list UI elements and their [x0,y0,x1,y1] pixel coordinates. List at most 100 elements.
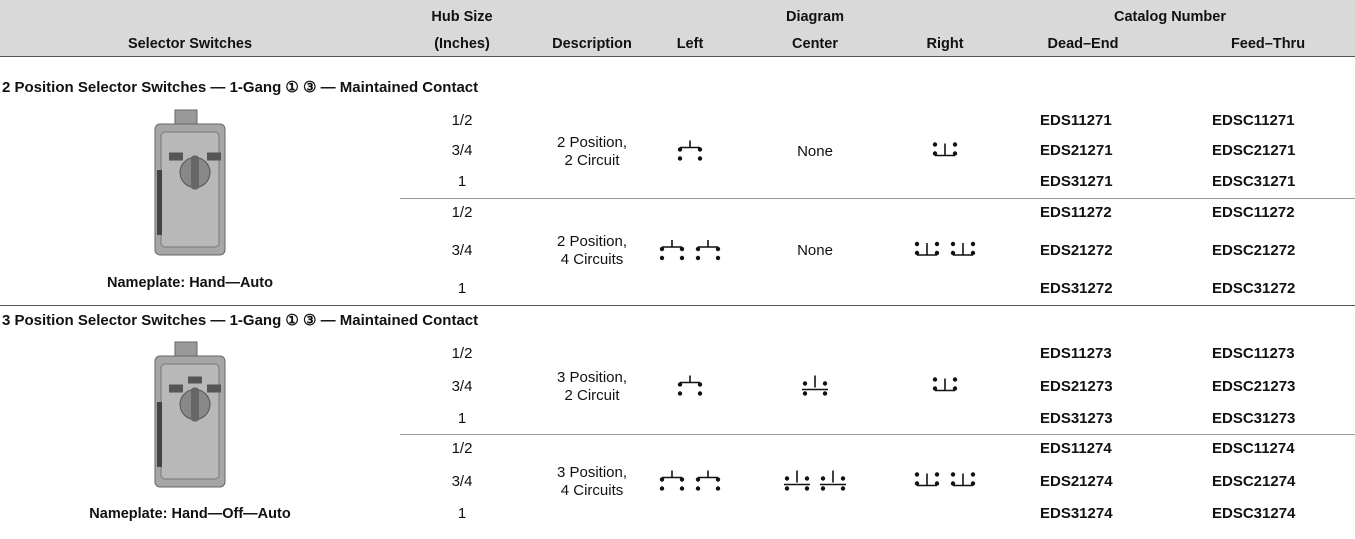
contact-dot [804,486,810,491]
description: 3 Position, [556,463,628,481]
catalog-dead-end: EDS11273 [1040,345,1112,362]
description: 2 Position, [556,233,628,250]
hub-size: 3/4 [451,142,473,159]
contact-dot [840,476,846,481]
contact-dot [697,382,703,387]
catalog-dead-end: EDS21271 [1040,142,1113,159]
contact-dot [697,156,703,161]
catalog-feed-thru: EDSC21272 [1212,242,1296,259]
contact-dot [914,472,920,477]
switch-label [169,152,183,161]
contact-dot [679,246,685,252]
contact-dot [659,246,665,252]
contact-dot [715,255,721,261]
contact-dot [952,386,958,391]
nameplate-caption: Nameplate: Hand—Off—Auto [89,506,291,522]
contact-dot [804,476,810,481]
contact-dot [659,486,665,491]
diagram-center: None [797,242,833,259]
catalog-dead-end: EDS31271 [1040,173,1113,190]
contact-dot [932,377,938,382]
catalog-dead-end: EDS11272 [1040,204,1112,221]
catalog-feed-thru: EDSC31274 [1212,505,1296,522]
contact-dot [715,477,721,482]
switch-edge [157,402,162,467]
contact-dot [822,381,828,386]
catalog-dead-end: EDS31273 [1040,410,1113,427]
catalog-feed-thru: EDSC31272 [1212,280,1296,297]
catalog-feed-thru: EDSC11271 [1212,112,1295,129]
contact-dot [784,476,790,481]
contact-dot [677,156,683,161]
hub-size: 1/2 [451,204,473,221]
contact-dot [659,255,665,261]
hub-size: 3/4 [451,378,473,395]
catalog-dead-end: EDS21272 [1040,242,1113,259]
contact-dot [970,241,976,247]
hub-size: 1/2 [451,440,473,457]
section-title: 3 Position Selector Switches — 1-Gang ① … [2,312,479,329]
catalog-feed-thru: EDSC21273 [1212,378,1296,395]
contact-dot [677,382,683,387]
description: 2 Circuit [564,386,620,404]
contact-dot [679,486,685,491]
catalog-feed-thru: EDSC21274 [1212,473,1296,490]
catalog-dead-end: EDS21273 [1040,378,1113,395]
contact-dot [820,476,826,481]
contact-dot [840,486,846,491]
contact-dot [697,391,703,396]
contact-dot [784,486,790,491]
contact-dot [679,255,685,261]
contact-dot [970,481,976,486]
header-cell: Dead–End [1047,36,1119,52]
switch-label [207,152,221,161]
contact-dot [952,142,958,147]
contact-dot [932,386,938,391]
contact-dot [970,250,976,256]
switch-label [169,384,183,393]
contact-dot [934,241,940,247]
contact-dot [950,481,956,486]
catalog-feed-thru: EDSC31271 [1212,173,1296,190]
switch-handle [191,155,199,190]
contact-dot [715,246,721,252]
header-cell: Catalog Number [1114,9,1226,25]
catalog-dead-end: EDS11271 [1040,112,1112,129]
contact-dot [950,241,956,247]
header-cell: Diagram [785,9,845,25]
contact-dot [914,241,920,247]
diagram-center: None [797,142,833,160]
switch-label [188,376,202,384]
catalog-feed-thru: EDSC11273 [1212,345,1295,362]
hub-size: 3/4 [451,473,473,490]
contact-dot [950,250,956,256]
description: 3 Position, [556,368,628,386]
contact-dot [952,151,958,156]
contact-dot [695,246,701,252]
contact-dot [970,472,976,477]
catalog-feed-thru: EDSC11274 [1212,440,1295,457]
switch-label [207,384,221,393]
hub-size: 3/4 [451,242,473,259]
switch-handle [191,387,199,422]
catalog-feed-thru: EDSC11272 [1212,204,1295,221]
header-cell: Left [676,36,704,52]
contact-dot [695,477,701,482]
contact-dot [715,486,721,491]
description: 2 Circuit [564,151,620,169]
contact-dot [932,142,938,147]
hub-size: 1 [457,173,467,190]
hub-size: 1/2 [451,112,473,129]
hub-size: 1 [457,410,467,427]
contact-dot [932,151,938,156]
contact-dot [697,147,703,152]
catalog-feed-thru: EDSC21271 [1212,142,1296,159]
header-cell: Center [792,36,838,52]
nameplate-caption: Nameplate: Hand—Auto [107,275,273,291]
contact-dot [802,381,808,386]
contact-dot [695,486,701,491]
hub-size: 1/2 [451,345,473,362]
catalog-dead-end: EDS31272 [1040,280,1113,297]
contact-dot [952,377,958,382]
